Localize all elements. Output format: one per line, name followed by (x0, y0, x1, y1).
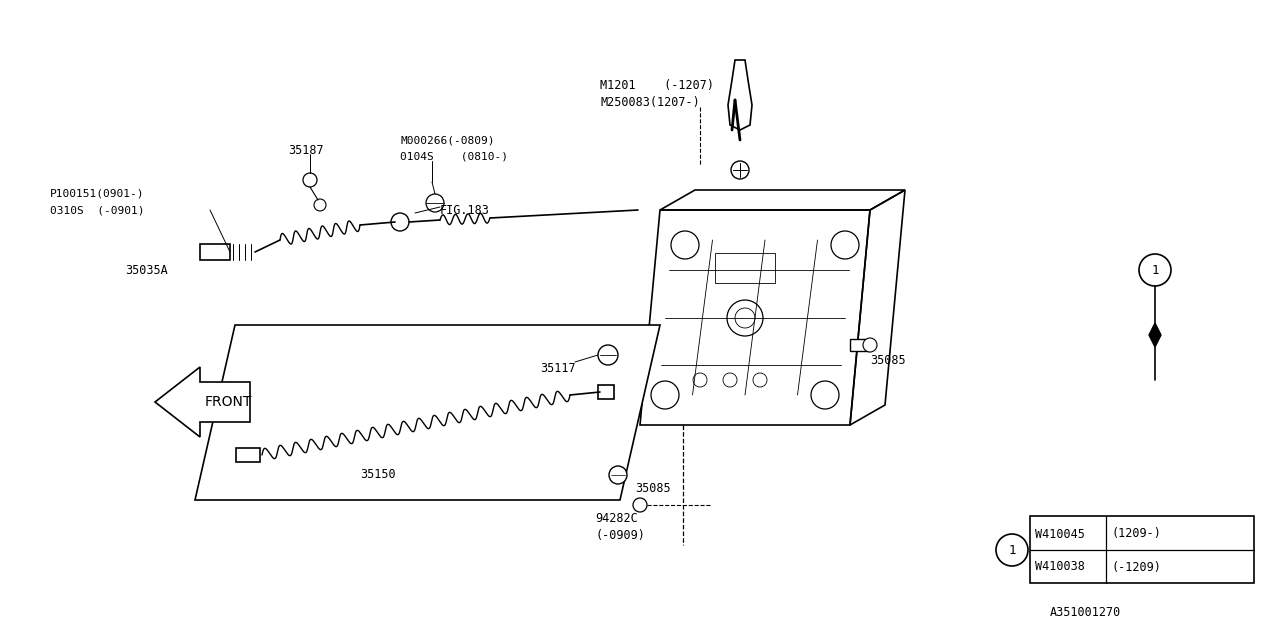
Circle shape (831, 231, 859, 259)
Text: 35150: 35150 (360, 468, 396, 481)
Circle shape (723, 373, 737, 387)
Polygon shape (598, 385, 614, 399)
Circle shape (753, 373, 767, 387)
Text: M000266(-0809): M000266(-0809) (401, 135, 494, 145)
Circle shape (652, 381, 678, 409)
Text: A351001270: A351001270 (1050, 605, 1121, 618)
Text: 0310S  (-0901): 0310S (-0901) (50, 205, 145, 215)
Polygon shape (155, 367, 250, 437)
Text: 35187: 35187 (288, 143, 324, 157)
Circle shape (812, 381, 838, 409)
Circle shape (390, 213, 410, 231)
Polygon shape (200, 244, 230, 260)
Polygon shape (1149, 323, 1161, 347)
Text: W410038: W410038 (1036, 561, 1085, 573)
Circle shape (1139, 254, 1171, 286)
Circle shape (303, 173, 317, 187)
Polygon shape (236, 448, 260, 462)
Polygon shape (728, 60, 753, 130)
Text: (-0909): (-0909) (595, 529, 645, 541)
Text: W410045: W410045 (1036, 527, 1085, 541)
Text: 1: 1 (1151, 264, 1158, 276)
Text: 35085: 35085 (635, 481, 671, 495)
Circle shape (634, 498, 646, 512)
Circle shape (314, 199, 326, 211)
Circle shape (863, 338, 877, 352)
Text: (-1209): (-1209) (1111, 561, 1161, 573)
Text: (1209-): (1209-) (1111, 527, 1161, 541)
Circle shape (727, 300, 763, 336)
Circle shape (692, 373, 707, 387)
Text: 35085: 35085 (870, 353, 906, 367)
Text: 94282C: 94282C (595, 511, 637, 525)
Text: 35035A: 35035A (125, 264, 168, 276)
Polygon shape (850, 339, 870, 351)
Circle shape (671, 231, 699, 259)
Circle shape (426, 194, 444, 212)
Circle shape (996, 534, 1028, 566)
Text: 1: 1 (1009, 543, 1016, 557)
Circle shape (735, 308, 755, 328)
Circle shape (731, 161, 749, 179)
Text: M1201    (-1207): M1201 (-1207) (600, 79, 714, 92)
Text: 0104S    (0810-): 0104S (0810-) (401, 151, 508, 161)
Circle shape (598, 345, 618, 365)
Text: FIG.183: FIG.183 (440, 204, 490, 216)
Circle shape (609, 466, 627, 484)
Text: 35117: 35117 (540, 362, 576, 374)
Text: P100151(0901-): P100151(0901-) (50, 188, 145, 198)
Polygon shape (195, 325, 660, 500)
Text: FRONT: FRONT (205, 395, 252, 409)
Text: M250083(1207-): M250083(1207-) (600, 95, 700, 109)
